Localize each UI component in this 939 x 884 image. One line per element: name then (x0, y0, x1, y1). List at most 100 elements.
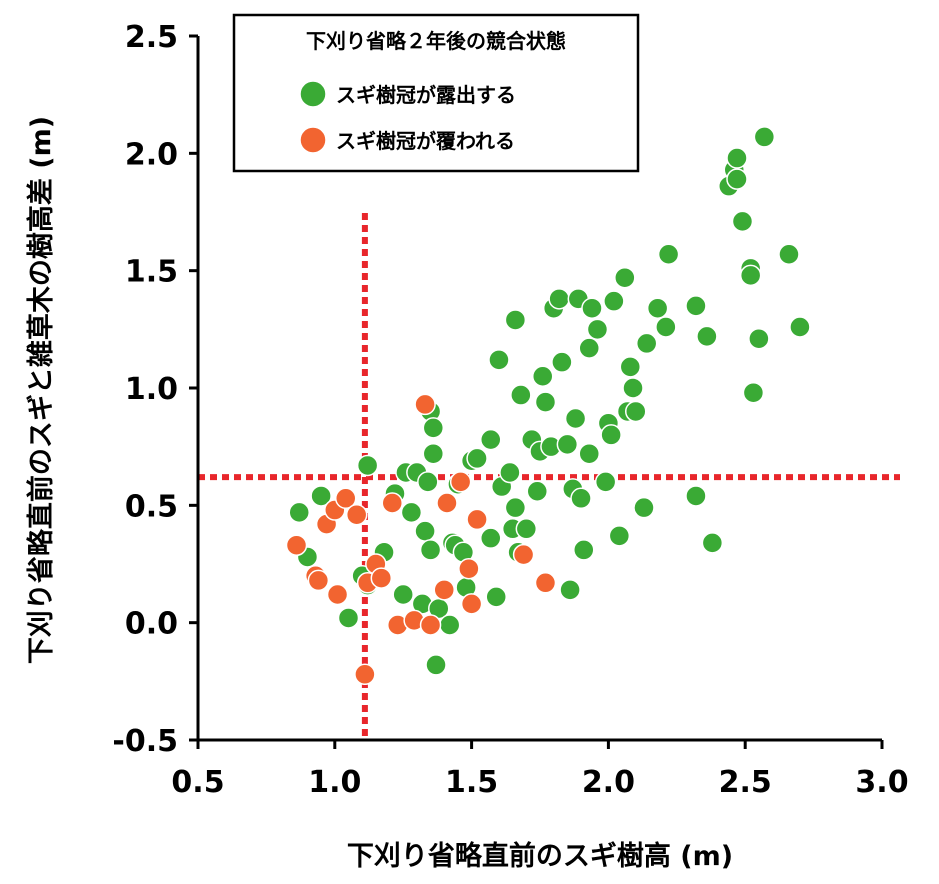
legend-label-exposed: スギ樹冠が露出する (336, 83, 516, 107)
point-covered-22 (466, 508, 488, 531)
point-exposed-37 (504, 496, 527, 519)
point-exposed-80 (701, 532, 724, 554)
point-exposed-87 (739, 264, 762, 287)
point-covered-2 (307, 569, 330, 592)
point-covered-0 (285, 534, 308, 556)
point-exposed-58 (578, 442, 600, 465)
x-tick-label: 3.0 (855, 765, 908, 800)
x-tick-label: 1.0 (308, 765, 361, 800)
point-exposed-20 (425, 654, 447, 676)
point-exposed-33 (488, 349, 510, 371)
point-exposed-91 (778, 243, 800, 265)
data-points (285, 126, 811, 686)
point-exposed-75 (655, 316, 677, 338)
point-covered-11 (370, 567, 393, 589)
point-exposed-71 (625, 400, 647, 423)
point-exposed-19 (422, 442, 445, 465)
point-covered-6 (334, 487, 357, 510)
reference-lines (198, 213, 900, 740)
point-exposed-54 (564, 407, 587, 430)
legend-marker-covered (299, 126, 327, 154)
point-exposed-5 (356, 454, 379, 477)
point-exposed-30 (480, 527, 502, 549)
point-exposed-32 (485, 586, 507, 608)
legend-label-covered: スギ樹冠が覆われる (336, 129, 515, 153)
point-covered-7 (345, 503, 368, 526)
point-exposed-77 (685, 295, 707, 317)
point-exposed-46 (534, 391, 557, 413)
point-exposed-38 (504, 309, 527, 331)
point-covered-17 (433, 579, 455, 601)
point-exposed-60 (581, 297, 603, 319)
point-exposed-85 (731, 210, 754, 233)
point-exposed-61 (586, 318, 609, 341)
point-covered-8 (354, 663, 376, 686)
y-tick-label: 1.0 (125, 372, 178, 407)
y-tick-label: 1.5 (125, 255, 178, 290)
point-exposed-73 (635, 332, 658, 355)
y-tick-label: 2.0 (125, 137, 178, 172)
point-covered-23 (512, 543, 535, 566)
point-exposed-52 (559, 579, 581, 601)
point-covered-18 (436, 492, 458, 514)
y-tick-label: -0.5 (112, 724, 178, 759)
point-exposed-56 (570, 487, 592, 510)
point-exposed-79 (696, 325, 718, 348)
point-exposed-31 (480, 428, 502, 451)
point-exposed-51 (556, 433, 579, 456)
point-exposed-62 (594, 471, 617, 493)
point-exposed-45 (531, 365, 554, 388)
point-covered-21 (460, 593, 483, 615)
point-exposed-22 (438, 614, 461, 636)
x-axis-title: 下刈り省略直前のスギ樹高 (m) (347, 840, 733, 872)
point-exposed-35 (499, 461, 521, 484)
point-exposed-57 (573, 539, 595, 561)
point-exposed-64 (600, 424, 622, 446)
y-tick-label: 0.5 (125, 489, 178, 524)
point-exposed-16 (419, 539, 442, 561)
point-exposed-11 (400, 501, 423, 524)
point-covered-5 (326, 583, 349, 606)
point-exposed-83 (726, 147, 748, 169)
point-exposed-84 (726, 168, 748, 190)
point-exposed-2 (310, 485, 332, 507)
point-exposed-89 (748, 327, 770, 350)
point-exposed-69 (619, 356, 642, 378)
point-covered-15 (414, 393, 436, 416)
point-exposed-3 (337, 607, 360, 629)
point-exposed-14 (414, 520, 436, 542)
point-exposed-29 (466, 447, 488, 470)
point-exposed-0 (288, 501, 310, 524)
x-tick-label: 1.5 (445, 765, 498, 800)
legend-title: 下刈り省略２年後の競合状態 (306, 29, 566, 53)
point-exposed-59 (578, 337, 600, 359)
point-exposed-65 (603, 290, 625, 312)
point-exposed-66 (608, 525, 631, 547)
point-exposed-92 (789, 316, 811, 338)
y-tick-label: 2.5 (125, 20, 178, 55)
point-exposed-49 (548, 288, 570, 310)
point-exposed-15 (417, 471, 439, 493)
point-covered-16 (419, 614, 442, 636)
point-exposed-74 (646, 297, 669, 319)
y-axis-title: 下刈り省略直前のスギと雑草木の樹高差 (m) (25, 116, 57, 664)
y-tick-label: 0.0 (125, 607, 178, 642)
point-exposed-50 (551, 351, 573, 373)
point-exposed-40 (510, 384, 532, 406)
x-tick-label: 2.5 (719, 765, 772, 800)
point-exposed-70 (622, 377, 644, 399)
point-exposed-9 (392, 583, 414, 606)
tick-labels: -0.5 0.0 0.5 1.0 1.5 2.0 2.5 0.5 1.0 1.5 2.0 2.5 3.0 (112, 20, 908, 800)
point-covered-24 (534, 572, 557, 594)
legend-marker-exposed (299, 80, 327, 108)
point-exposed-78 (685, 485, 707, 507)
point-exposed-43 (526, 480, 549, 503)
point-exposed-76 (657, 243, 680, 265)
point-exposed-41 (515, 518, 538, 540)
point-covered-20 (458, 557, 480, 580)
x-tick-label: 0.5 (171, 765, 224, 800)
point-exposed-18 (422, 417, 445, 439)
point-covered-19 (449, 471, 472, 493)
point-exposed-67 (614, 266, 636, 289)
